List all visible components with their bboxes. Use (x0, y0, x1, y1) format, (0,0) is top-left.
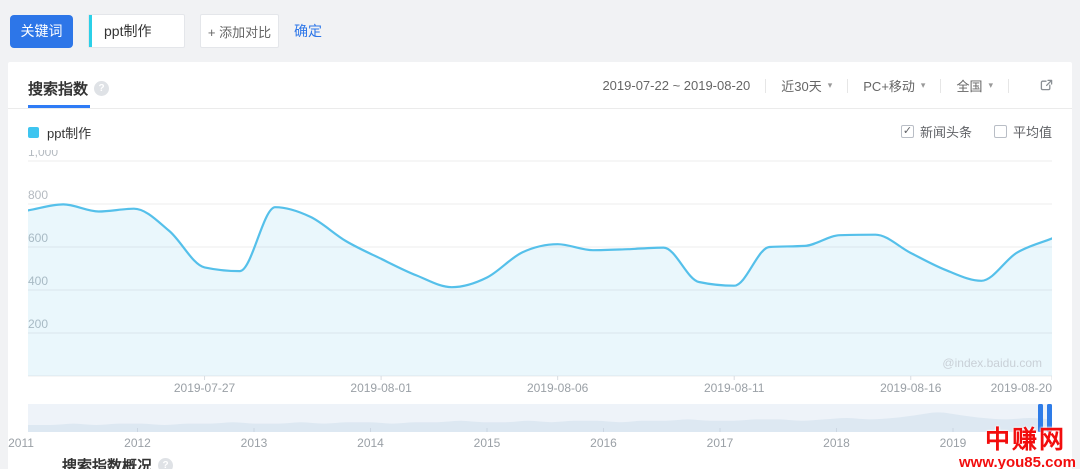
legend-row: ppt制作 ✓ 新闻头条 平均值 (8, 109, 1072, 149)
chart-watermark: @index.baidu.com (942, 356, 1042, 370)
keyword-toolbar: 关键词 ppt制作 + 添加对比 确定 (0, 0, 1080, 62)
chevron-down-icon: ▾ (827, 80, 833, 90)
minimap-year-axis: 2011 2012 2013 2014 2015 2016 2017 2018 2019 (8, 436, 1052, 452)
add-compare-button[interactable]: + 添加对比 (200, 14, 279, 48)
next-section-title: 搜索指数概况 (62, 458, 153, 469)
checkbox-news-headlines[interactable]: ✓ 新闻头条 (900, 122, 972, 141)
minimap-year-label: 2014 (357, 436, 384, 450)
next-section-heading: 搜索指数概况 ? (62, 455, 174, 469)
minimap-year-label: 2015 (473, 436, 501, 450)
minimap-handle[interactable] (1047, 404, 1052, 432)
trend-chart[interactable]: 1,000 800 600 400 200 2019-07-27 2019-08-01 201… (26, 145, 1054, 395)
timeline-minimap[interactable] (28, 404, 1052, 432)
y-tick-label: 600 (28, 231, 48, 245)
search-index-panel: 搜索指数 ? 2019-07-22 ~ 2019-08-20 近30天 ▾ PC… (8, 62, 1072, 469)
chevron-down-icon: ▾ (988, 80, 993, 90)
x-tick-label: 2019-07-27 (174, 381, 236, 395)
minimap-handle[interactable] (1038, 404, 1043, 432)
device-value: PC+移动 (863, 79, 915, 94)
period-value: 近30天 (781, 79, 822, 94)
legend-swatch (28, 127, 39, 138)
period-dropdown[interactable]: 近30天 ▾ (781, 76, 832, 95)
device-dropdown[interactable]: PC+移动 ▾ (863, 76, 925, 95)
chart-controls: 2019-07-22 ~ 2019-08-20 近30天 ▾ PC+移动 ▾ 全… (602, 62, 1054, 109)
y-tick-label: 200 (28, 317, 48, 331)
trend-line (26, 203, 1054, 289)
checkbox-average[interactable]: 平均值 (993, 122, 1052, 141)
y-tick-label: 800 (28, 188, 48, 202)
keyword-input[interactable]: ppt制作 (88, 14, 185, 48)
legend-label: ppt制作 (47, 126, 92, 141)
divider (765, 78, 767, 93)
minimap-year-label: 2019 (939, 436, 967, 450)
panel-header: 搜索指数 ? 2019-07-22 ~ 2019-08-20 近30天 ▾ PC… (8, 62, 1072, 109)
divider (847, 78, 849, 93)
minimap-year-label: 2016 (590, 436, 617, 450)
confirm-link[interactable]: 确定 (294, 23, 322, 39)
x-tick-label: 2019-08-16 (880, 381, 942, 395)
y-tick-label: 400 (28, 274, 48, 288)
export-icon[interactable] (1039, 78, 1054, 93)
help-icon[interactable]: ? (94, 81, 110, 96)
keyword-button[interactable]: 关键词 (10, 14, 73, 48)
y-tick-label: 1,000 (28, 150, 58, 159)
minimap-silhouette (28, 412, 1052, 432)
region-value: 全国 (956, 79, 983, 94)
active-tab-indicator (28, 105, 90, 108)
minimap-year-label: 2012 (124, 436, 151, 450)
checkbox-label: 新闻头条 (919, 125, 972, 140)
x-tick-label: 2019-08-11 (704, 381, 765, 395)
date-range[interactable]: 2019-07-22 ~ 2019-08-20 (602, 78, 751, 93)
region-dropdown[interactable]: 全国 ▾ (956, 76, 993, 95)
divider (1008, 78, 1009, 93)
tab-label: 搜索指数 (28, 81, 89, 98)
overlay-toggles: ✓ 新闻头条 平均值 (879, 122, 1052, 141)
x-tick-label: 2019-08-06 (527, 381, 589, 395)
checkbox-icon[interactable] (993, 125, 1007, 138)
minimap-year-label: 2017 (706, 436, 734, 450)
trend-area (28, 204, 1052, 376)
divider (940, 78, 942, 93)
checkbox-icon[interactable]: ✓ (900, 125, 914, 138)
x-tick-label: 2019-08-20 (991, 381, 1052, 395)
checkbox-label: 平均值 (1012, 125, 1052, 140)
minimap-year-label: 2011 (8, 436, 34, 450)
legend-item: ppt制作 (28, 123, 91, 142)
minimap-year-label: 2013 (240, 436, 268, 450)
help-icon: ? (158, 458, 174, 469)
chevron-down-icon: ▾ (920, 80, 926, 90)
keyword-value: ppt制作 (104, 23, 152, 39)
minimap-year-label: 2018 (823, 436, 850, 450)
input-accent-bar (89, 15, 92, 47)
tab-search-index[interactable]: 搜索指数 ? (28, 78, 110, 99)
x-tick-label: 2019-08-01 (350, 381, 412, 395)
